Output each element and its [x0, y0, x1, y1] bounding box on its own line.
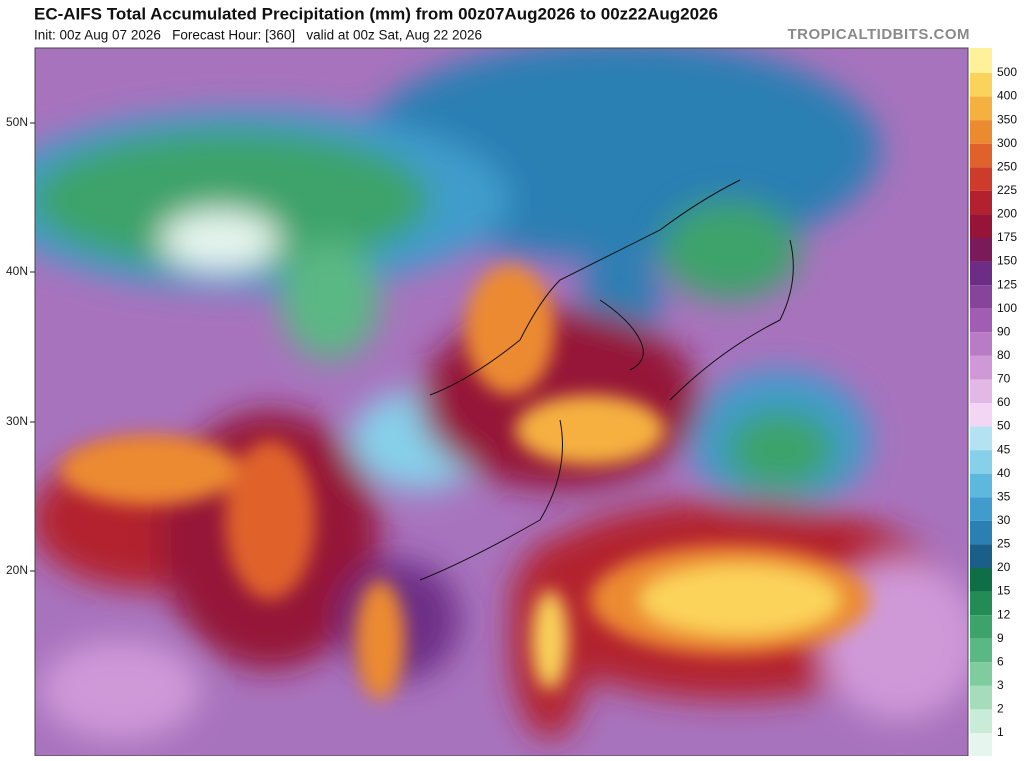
colorbar-cell	[970, 48, 992, 73]
colorbar-label: 9	[997, 631, 1004, 645]
colorbar-cell	[970, 167, 992, 191]
colorbar-cell	[970, 591, 992, 616]
colorbar-cell	[970, 379, 992, 403]
colorbar-cell	[970, 520, 992, 545]
coastline	[419, 419, 563, 581]
colorbar-cell	[970, 709, 992, 733]
colorbar-cell	[970, 497, 992, 521]
colorbar-label: 1	[997, 725, 1004, 739]
brand: TROPICALTIDBITS.COM	[787, 26, 970, 43]
colorbar-cell	[970, 285, 992, 309]
colorbar-cell	[970, 638, 992, 663]
colorbar-cell	[970, 73, 992, 97]
lat-labels: 50N 40N 30N 20N	[6, 115, 35, 577]
colorbar-cell	[970, 426, 992, 451]
colorbar-label: 2	[997, 702, 1004, 716]
colorbar-label: 20	[997, 560, 1011, 574]
colorbar-cell	[970, 308, 992, 333]
coastline	[429, 179, 741, 396]
colorbar-label: 400	[997, 89, 1017, 103]
colorbar-label: 6	[997, 654, 1004, 668]
colorbar-label: 70	[997, 372, 1011, 386]
colorbar-label: 150	[997, 254, 1017, 268]
colorbar-cell	[970, 615, 992, 639]
colorbar-label: 250	[997, 159, 1017, 173]
coastline	[599, 299, 644, 371]
lat-label: 40N	[6, 264, 28, 278]
colorbar-label: 100	[997, 301, 1017, 315]
colorbar-label: 350	[997, 112, 1017, 126]
colorbar-cell	[970, 662, 992, 686]
colorbar-cell	[970, 568, 992, 592]
colorbar-label: 30	[997, 513, 1011, 527]
colorbar-label: 50	[997, 419, 1011, 433]
colorbar-label: 12	[997, 607, 1011, 621]
colorbar-label: 40	[997, 466, 1011, 480]
colorbar-label: 500	[997, 65, 1017, 79]
colorbar-cell	[970, 544, 992, 568]
colorbar-cell	[970, 96, 992, 121]
colorbar-label: 225	[997, 183, 1017, 197]
colorbar-label: 25	[997, 537, 1011, 551]
colorbar-cell	[970, 214, 992, 238]
lat-label: 20N	[6, 563, 28, 577]
colorbar-cell	[970, 143, 992, 168]
title: EC-AIFS Total Accumulated Precipitation …	[34, 4, 718, 23]
colorbar-cell	[970, 473, 992, 498]
colorbar-cell	[970, 733, 992, 756]
colorbar-label: 200	[997, 207, 1017, 221]
colorbar-label: 80	[997, 348, 1011, 362]
precip-map	[35, 48, 968, 756]
colorbar-label: 15	[997, 584, 1011, 598]
colorbar-cell	[970, 355, 992, 380]
colorbar-cell	[970, 120, 992, 144]
colorbar-label: 90	[997, 324, 1011, 338]
colorbar-cell	[970, 685, 992, 710]
colorbar: 5004003503002502252001751501251009080706…	[970, 48, 1017, 756]
colorbar-cell	[970, 332, 992, 356]
colorbar-cell	[970, 450, 992, 474]
lat-label: 30N	[6, 414, 28, 428]
colorbar-cell	[970, 261, 992, 286]
colorbar-label: 35	[997, 489, 1011, 503]
subtitle: Init: 00z Aug 07 2026 Forecast Hour: [36…	[34, 28, 482, 43]
colorbar-cell	[970, 403, 992, 427]
colorbar-label: 3	[997, 678, 1004, 692]
colorbar-label: 175	[997, 230, 1017, 244]
colorbar-label: 125	[997, 277, 1017, 291]
colorbar-label: 300	[997, 136, 1017, 150]
colorbar-label: 45	[997, 442, 1011, 456]
colorbar-label: 60	[997, 395, 1011, 409]
coastline	[669, 239, 794, 401]
lat-label: 50N	[6, 115, 28, 129]
colorbar-cell	[970, 238, 992, 262]
colorbar-cell	[970, 190, 992, 215]
